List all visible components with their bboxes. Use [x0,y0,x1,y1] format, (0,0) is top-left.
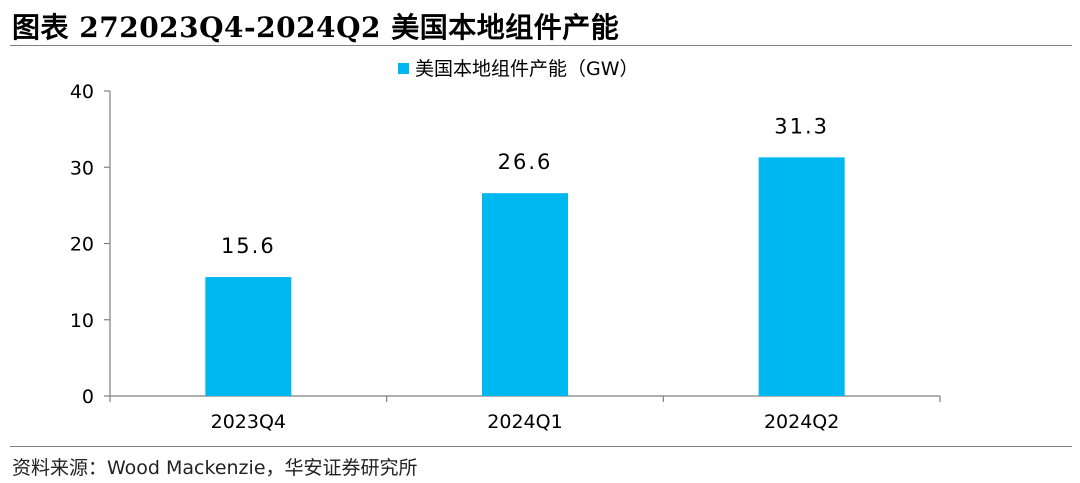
y-tick-label: 0 [82,386,94,408]
x-tick-label: 2023Q4 [211,411,286,433]
bar-chart: 0 10 20 30 40 15.6 2023Q4 26.6 2024Q1 31.3 2024Q2 美… [0,0,1080,445]
x-tick-label: 2024Q1 [487,411,562,433]
y-tick-label: 20 [70,234,94,256]
source-divider [10,446,1072,447]
y-tick-label: 30 [70,157,94,179]
bar [759,157,845,396]
y-tick-label: 40 [70,81,94,103]
x-tick-label: 2024Q2 [764,411,839,433]
bar [482,193,568,396]
data-label: 31.3 [774,114,829,138]
legend-swatch [398,63,409,74]
legend-label: 美国本地组件产能（GW） [415,58,639,80]
data-label: 15.6 [221,234,276,258]
data-label: 26.6 [498,150,553,174]
y-tick-label: 10 [70,310,94,332]
bar [205,277,291,396]
source-note: 资料来源：Wood Mackenzie，华安证券研究所 [12,453,418,480]
